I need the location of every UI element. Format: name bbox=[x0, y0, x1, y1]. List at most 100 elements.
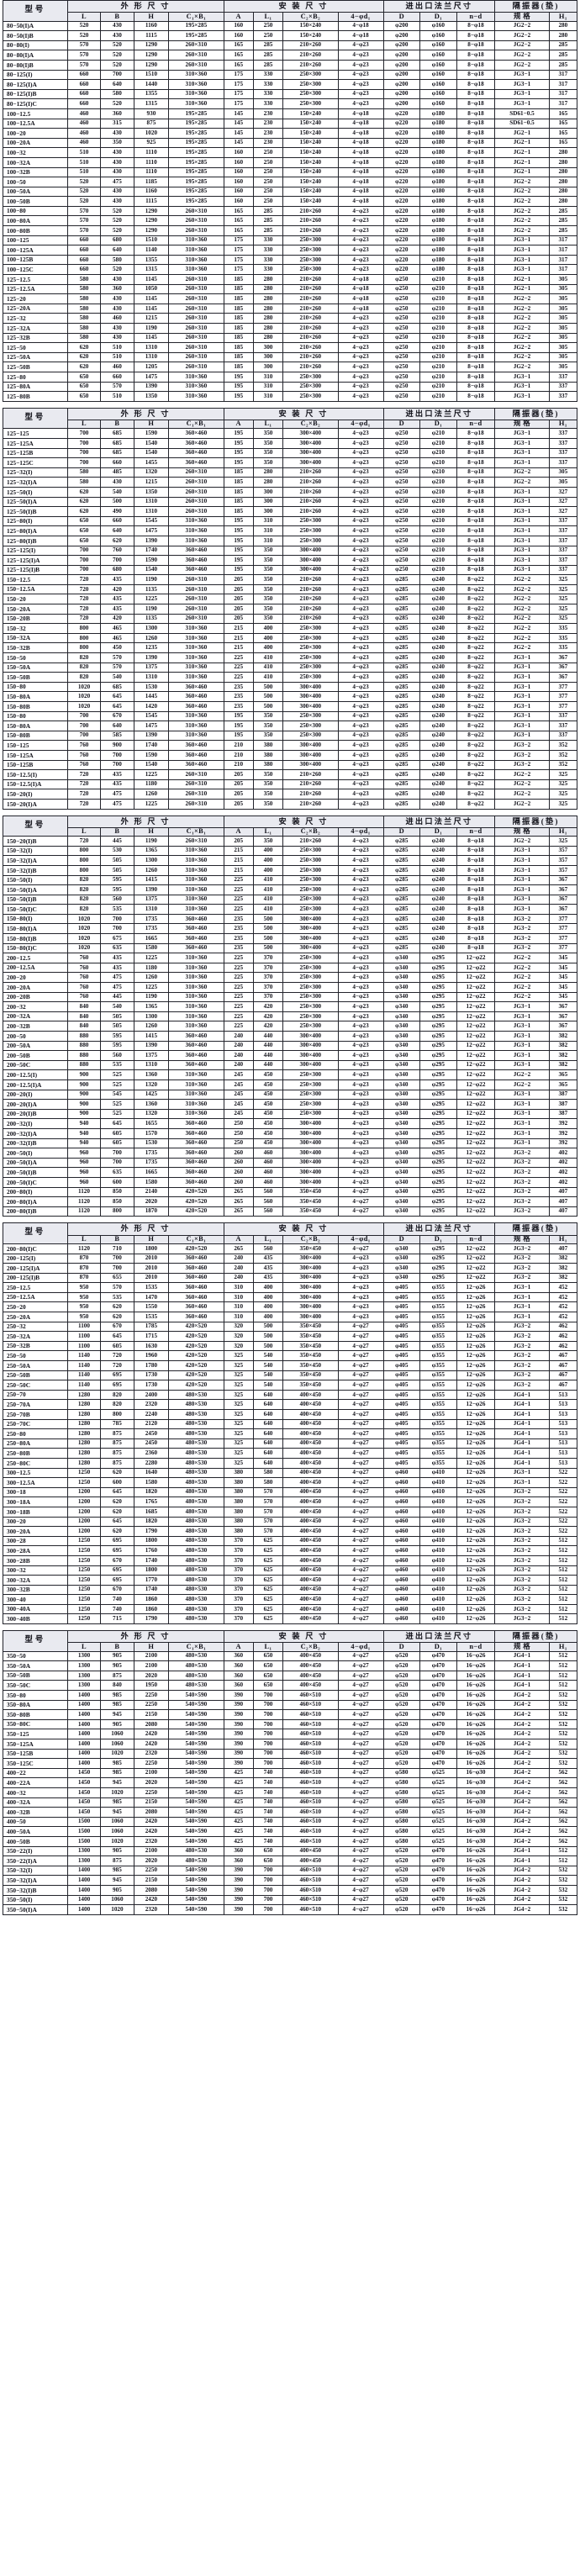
cell-value: 640 bbox=[100, 525, 134, 536]
cell-model: 200−20 bbox=[3, 972, 68, 984]
cell-value: 360 bbox=[223, 1660, 254, 1671]
cell-value: 880 bbox=[66, 1050, 102, 1061]
cell-value: JG2−1 bbox=[494, 156, 550, 168]
cell-value: 1190 bbox=[133, 836, 170, 847]
cell-value: 4−φ23 bbox=[337, 323, 384, 334]
cell-value: 4−φ23 bbox=[337, 525, 384, 536]
cell-value: 367 bbox=[548, 672, 578, 683]
cell-value: 300×400 bbox=[282, 933, 339, 944]
cell-model: 400−32B bbox=[3, 1807, 68, 1818]
cell-value: 4−φ23 bbox=[337, 535, 384, 546]
cell-value: φ405 bbox=[382, 1350, 421, 1362]
cell-value: 4−φ23 bbox=[337, 904, 384, 915]
cell-value: φ410 bbox=[419, 1526, 457, 1537]
cell-value: 325 bbox=[548, 604, 578, 615]
column-header-3: C₁×B₁ bbox=[168, 12, 224, 22]
cell-value: 645 bbox=[100, 1331, 134, 1342]
cell-value: JG4−1 bbox=[494, 1660, 550, 1671]
cell-value: 407 bbox=[548, 1243, 578, 1254]
cell-value: φ460 bbox=[382, 1594, 421, 1605]
cell-value: φ210 bbox=[419, 428, 457, 439]
cell-model: 125−20 bbox=[3, 293, 68, 304]
table-row: 100−20 460 430 1020 195×285 145 230 150×240 4−φ1… bbox=[3, 128, 578, 139]
cell-value: 1735 bbox=[133, 923, 170, 935]
cell-value: 660 bbox=[100, 515, 134, 527]
cell-value: 8−φ18 bbox=[456, 98, 496, 109]
cell-value: 1140 bbox=[66, 1360, 102, 1371]
cell-value: 350×450 bbox=[282, 1243, 339, 1254]
cell-value: 1250 bbox=[66, 1613, 102, 1625]
cell-value: 1545 bbox=[133, 515, 170, 527]
cell-value: 12−φ26 bbox=[456, 1448, 496, 1459]
cell-value: 195 bbox=[223, 721, 254, 731]
table-row: 150−20 720 435 1225 260×310 205 350 210×260 4−φ2… bbox=[3, 594, 578, 605]
cell-value: 525 bbox=[100, 1069, 134, 1080]
cell-value: 305 bbox=[548, 477, 578, 488]
cell-value: 4−φ27 bbox=[337, 1855, 384, 1866]
cell-value: 350×450 bbox=[282, 1321, 339, 1333]
cell-value: 480×530 bbox=[168, 1477, 224, 1488]
cell-value: 4−φ23 bbox=[337, 40, 384, 51]
cell-value: 435 bbox=[100, 953, 134, 963]
cell-value: 325 bbox=[223, 1418, 254, 1430]
cell-value: 513 bbox=[548, 1438, 578, 1449]
cell-value: 460×510 bbox=[282, 1718, 339, 1730]
table-row: 250−50A 1140 720 1780 420×520 325 540 350×450 4−… bbox=[3, 1360, 578, 1371]
cell-model: 80−80(I)B bbox=[3, 60, 68, 71]
table-row: 200−20(I) 900 545 1425 310×360 245 450 250×300 4… bbox=[3, 1089, 578, 1101]
cell-value: 310 bbox=[252, 515, 284, 527]
column-header-model: 型号 bbox=[3, 0, 68, 22]
cell-value: 185 bbox=[223, 467, 254, 478]
cell-value: 360×460 bbox=[168, 447, 224, 459]
cell-value: 520 bbox=[66, 196, 102, 207]
cell-value: 325 bbox=[223, 1438, 254, 1449]
cell-value: 370 bbox=[252, 953, 284, 963]
cell-value: 150×240 bbox=[282, 186, 339, 198]
cell-value: φ250 bbox=[382, 564, 421, 576]
cell-model: 200−80(I) bbox=[3, 1186, 68, 1198]
cell-value: 1215 bbox=[133, 477, 170, 488]
cell-value: 310×360 bbox=[168, 864, 224, 876]
cell-value: 360×460 bbox=[168, 1167, 224, 1178]
cell-value: 1020 bbox=[66, 933, 102, 944]
cell-value: 377 bbox=[548, 942, 578, 954]
cell-value: 185 bbox=[223, 283, 254, 295]
column-group-header: 隔振器(垫) bbox=[494, 1630, 577, 1644]
cell-value: 1360 bbox=[133, 1069, 170, 1080]
cell-value: 4−φ27 bbox=[337, 1584, 384, 1596]
cell-value: 1020 bbox=[66, 681, 102, 693]
cell-value: 300×400 bbox=[282, 1263, 339, 1274]
cell-value: 400×450 bbox=[282, 1418, 339, 1430]
table-row: 100−12.5A 460 315 875 195×285 145 230 150×240 4−… bbox=[3, 118, 578, 129]
cell-value: 4−φ27 bbox=[337, 1457, 384, 1469]
cell-model: 350−80 bbox=[3, 1690, 68, 1701]
cell-value: 580 bbox=[66, 303, 102, 314]
cell-value: φ405 bbox=[382, 1370, 421, 1381]
cell-value: 195 bbox=[223, 730, 254, 742]
cell-value: 330 bbox=[252, 264, 284, 276]
cell-value: 12−φ26 bbox=[456, 1312, 496, 1322]
cell-model: 200−32B bbox=[3, 1021, 68, 1032]
cell-value: 520 bbox=[100, 264, 134, 276]
cell-value: 215 bbox=[223, 845, 254, 857]
cell-value: 195×285 bbox=[168, 20, 224, 32]
cell-value: 16−φ30 bbox=[456, 1807, 496, 1818]
cell-value: 2250 bbox=[133, 1758, 170, 1769]
cell-value: 392 bbox=[548, 1127, 578, 1139]
cell-value: 390 bbox=[223, 1904, 254, 1915]
cell-value: 460×510 bbox=[282, 1777, 339, 1788]
cell-value: JG3−1 bbox=[494, 1099, 550, 1110]
cell-value: 532 bbox=[548, 1718, 578, 1730]
cell-value: JG2−2 bbox=[494, 1079, 550, 1090]
cell-model: 350−50B bbox=[3, 1670, 68, 1681]
cell-value: 250×300 bbox=[282, 535, 339, 546]
cell-value: φ340 bbox=[382, 1253, 421, 1264]
cell-value: 560 bbox=[252, 1243, 284, 1254]
cell-value: 460×510 bbox=[282, 1894, 339, 1906]
cell-value: 260 bbox=[223, 1176, 254, 1188]
column-header-10: n−d bbox=[456, 419, 496, 430]
cell-value: 360×460 bbox=[168, 1263, 224, 1274]
cell-value: 740 bbox=[252, 1787, 284, 1798]
cell-value: 310×360 bbox=[168, 254, 224, 266]
cell-value: 16−φ26 bbox=[456, 1865, 496, 1877]
